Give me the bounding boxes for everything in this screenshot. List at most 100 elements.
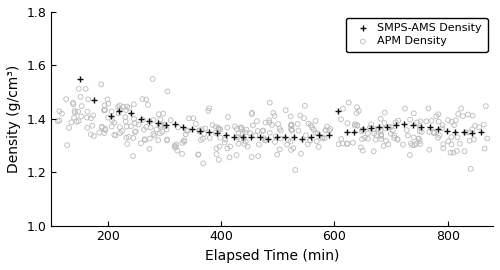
APM Density: [224, 115, 232, 119]
SMPS-AMS Density: [106, 114, 114, 118]
APM Density: [254, 154, 262, 158]
APM Density: [58, 112, 66, 116]
APM Density: [130, 102, 138, 107]
APM Density: [84, 110, 92, 114]
APM Density: [372, 133, 380, 137]
APM Density: [198, 127, 205, 131]
APM Density: [284, 138, 292, 142]
SMPS-AMS Density: [315, 133, 323, 137]
APM Density: [150, 133, 158, 138]
APM Density: [410, 135, 418, 140]
APM Density: [380, 144, 388, 148]
APM Density: [166, 118, 174, 122]
APM Density: [454, 112, 462, 116]
SMPS-AMS Density: [334, 109, 342, 113]
APM Density: [308, 125, 316, 130]
APM Density: [304, 121, 312, 126]
APM Density: [354, 123, 362, 128]
APM Density: [258, 129, 266, 133]
APM Density: [390, 136, 398, 140]
APM Density: [174, 148, 182, 153]
APM Density: [344, 141, 351, 146]
APM Density: [65, 126, 73, 130]
APM Density: [74, 119, 82, 123]
APM Density: [296, 113, 304, 118]
APM Density: [100, 108, 108, 113]
APM Density: [101, 127, 109, 131]
APM Density: [294, 122, 302, 126]
APM Density: [56, 109, 64, 113]
APM Density: [142, 125, 150, 129]
APM Density: [456, 141, 464, 146]
APM Density: [306, 138, 314, 143]
APM Density: [163, 137, 171, 141]
APM Density: [98, 125, 106, 129]
SMPS-AMS Density: [230, 135, 238, 140]
Legend: SMPS-AMS Density, APM Density: SMPS-AMS Density, APM Density: [346, 18, 488, 52]
APM Density: [273, 153, 281, 157]
APM Density: [100, 131, 108, 135]
APM Density: [483, 136, 491, 141]
APM Density: [452, 118, 460, 123]
SMPS-AMS Density: [392, 123, 400, 128]
APM Density: [224, 146, 232, 151]
APM Density: [236, 137, 244, 141]
APM Density: [389, 128, 397, 133]
APM Density: [260, 128, 268, 133]
APM Density: [68, 120, 76, 124]
APM Density: [345, 100, 353, 105]
APM Density: [125, 106, 133, 110]
APM Density: [364, 137, 372, 141]
APM Density: [56, 118, 64, 123]
APM Density: [240, 142, 248, 146]
APM Density: [71, 110, 79, 114]
APM Density: [139, 118, 147, 122]
APM Density: [426, 147, 434, 152]
APM Density: [475, 125, 483, 129]
APM Density: [377, 134, 385, 138]
APM Density: [286, 114, 294, 119]
APM Density: [416, 139, 424, 143]
APM Density: [366, 126, 374, 130]
APM Density: [382, 139, 390, 143]
APM Density: [242, 139, 250, 144]
APM Density: [320, 136, 328, 140]
APM Density: [322, 128, 330, 132]
APM Density: [178, 141, 186, 145]
APM Density: [110, 120, 118, 125]
APM Density: [339, 141, 347, 146]
APM Density: [138, 97, 146, 101]
SMPS-AMS Density: [272, 135, 280, 140]
APM Density: [440, 146, 448, 151]
SMPS-AMS Density: [213, 131, 221, 136]
APM Density: [367, 122, 375, 127]
SMPS-AMS Density: [442, 129, 450, 133]
APM Density: [63, 143, 71, 147]
APM Density: [459, 114, 467, 118]
APM Density: [358, 129, 366, 133]
APM Density: [238, 131, 246, 136]
SMPS-AMS Density: [222, 133, 230, 137]
APM Density: [260, 136, 268, 140]
APM Density: [439, 142, 447, 146]
APM Density: [156, 124, 164, 128]
SMPS-AMS Density: [408, 123, 416, 128]
APM Density: [358, 148, 366, 153]
SMPS-AMS Density: [76, 77, 84, 81]
APM Density: [272, 134, 280, 139]
APM Density: [74, 87, 82, 91]
APM Density: [282, 108, 290, 112]
APM Density: [337, 137, 345, 141]
APM Density: [154, 112, 162, 116]
APM Density: [118, 129, 126, 133]
APM Density: [240, 137, 248, 141]
APM Density: [195, 129, 203, 133]
APM Density: [130, 117, 138, 121]
APM Density: [266, 100, 274, 105]
APM Density: [434, 136, 442, 140]
APM Density: [122, 108, 130, 112]
APM Density: [142, 97, 150, 102]
APM Density: [270, 114, 278, 118]
Y-axis label: Density (g/cm³): Density (g/cm³): [7, 65, 21, 173]
SMPS-AMS Density: [325, 133, 333, 137]
